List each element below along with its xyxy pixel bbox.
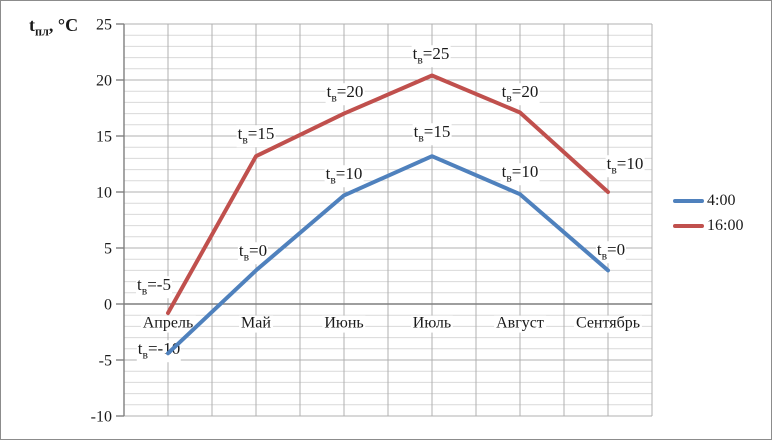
air-temperature-annotation: tв=15 xyxy=(412,122,452,145)
annotation-value: =10 xyxy=(616,154,644,174)
x-category-label: Апрель xyxy=(140,314,196,333)
annotation-symbol: t xyxy=(237,124,243,144)
annotation-value: =0 xyxy=(249,241,268,261)
annotation-subscript: в xyxy=(506,171,512,185)
air-temperature-annotation: tв=-5 xyxy=(136,276,172,298)
x-category-label: Июнь xyxy=(322,314,366,333)
annotation-symbol: t xyxy=(326,82,332,102)
annotation-symbol: t xyxy=(501,82,507,102)
annotation-value: =10 xyxy=(511,162,539,182)
annotation-value: =-10 xyxy=(147,339,181,359)
annotation-value: =-5 xyxy=(147,275,171,295)
annotation-symbol: t xyxy=(412,44,418,64)
annotation-subscript: в xyxy=(242,133,248,147)
y-tick-label: -10 xyxy=(91,409,112,426)
y-axis-title: tпл, °C xyxy=(29,15,78,40)
y-axis-title-base: t xyxy=(29,15,35,35)
annotation-subscript: в xyxy=(142,348,148,362)
annotation-subscript: в xyxy=(243,250,250,264)
annotation-value: =15 xyxy=(423,122,451,142)
x-category-label: Июль xyxy=(410,314,454,333)
annotation-subscript: в xyxy=(611,163,617,177)
annotation-subscript: в xyxy=(417,53,423,67)
y-tick-label: 20 xyxy=(96,73,112,90)
annotation-symbol: t xyxy=(413,122,419,142)
annotation-value: =20 xyxy=(336,82,364,102)
air-temperature-annotation: tв=25 xyxy=(411,44,451,67)
annotation-value: =20 xyxy=(511,82,539,102)
y-tick-label: -5 xyxy=(99,353,112,370)
annotation-symbol: t xyxy=(596,240,602,260)
air-temperature-annotation: tв=10 xyxy=(324,164,364,187)
legend-line-swatch xyxy=(673,199,704,203)
annotation-subscript: в xyxy=(418,131,424,145)
annotation-subscript: в xyxy=(506,91,512,105)
annotation-value: =25 xyxy=(422,44,450,64)
y-tick-label: 0 xyxy=(104,297,112,314)
annotation-symbol: t xyxy=(325,164,331,184)
y-tick-label: 5 xyxy=(104,241,112,258)
y-tick-label: 10 xyxy=(96,185,112,202)
legend-label: 16:00 xyxy=(707,217,744,234)
annotation-subscript: в xyxy=(331,91,337,105)
y-tick-label: 15 xyxy=(96,129,112,146)
series-line-4-00[interactable] xyxy=(166,154,610,356)
legend-entry[interactable]: 16:00 xyxy=(673,218,743,234)
legend-line-swatch xyxy=(673,224,704,228)
air-temperature-annotation: tв=20 xyxy=(500,82,540,105)
annotation-symbol: t xyxy=(137,339,143,359)
annotation-value: =0 xyxy=(607,240,626,260)
annotation-subscript: в xyxy=(330,173,336,187)
air-temperature-annotation: tв=0 xyxy=(237,241,269,264)
annotation-symbol: t xyxy=(501,162,507,182)
series-line-16-00[interactable] xyxy=(166,73,610,315)
y-axis-title-units: , °C xyxy=(48,15,79,35)
annotation-subscript: в xyxy=(141,284,148,298)
legend-label: 4:00 xyxy=(707,192,736,209)
annotation-subscript: в xyxy=(601,249,608,263)
x-category-label: Август xyxy=(494,314,546,333)
annotation-value: =10 xyxy=(335,164,363,184)
air-temperature-annotation: tв=20 xyxy=(325,82,365,105)
annotation-symbol: t xyxy=(606,154,612,174)
y-axis-title-subscript: пл xyxy=(35,24,49,39)
legend-entry[interactable]: 4:00 xyxy=(673,193,743,209)
y-tick-label: 25 xyxy=(96,17,112,34)
x-category-label: Сентябрь xyxy=(573,314,643,333)
air-temperature-annotation: tв=15 xyxy=(236,124,276,147)
annotation-symbol: t xyxy=(238,241,244,261)
air-temperature-annotation: tв=0 xyxy=(595,240,627,263)
x-category-label: Май xyxy=(239,314,273,333)
annotation-value: =15 xyxy=(247,124,275,144)
air-temperature-annotation: tв=10 xyxy=(605,154,645,177)
air-temperature-annotation: tв=-10 xyxy=(136,339,182,362)
annotation-symbol: t xyxy=(137,275,142,295)
air-temperature-annotation: tв=10 xyxy=(500,162,540,185)
chart-legend: 4:00 16:00 xyxy=(673,193,743,234)
